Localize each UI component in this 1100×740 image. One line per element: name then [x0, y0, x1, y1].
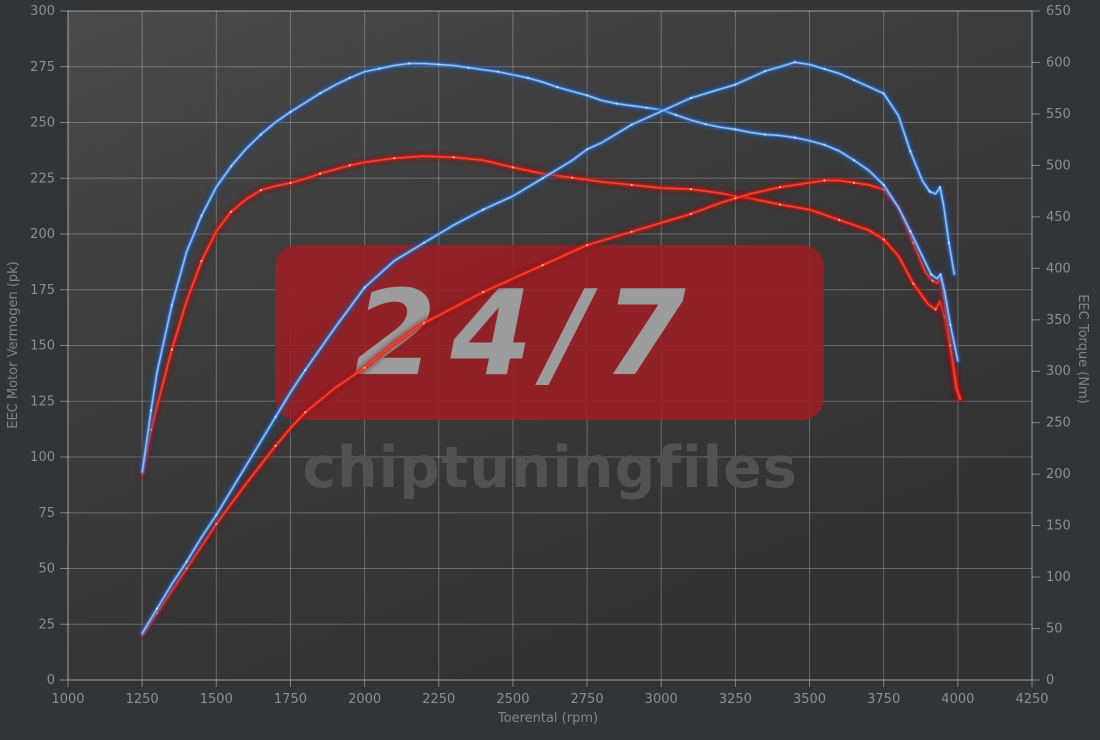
y-left-tick-label: 150	[30, 339, 55, 354]
x-tick-label: 3000	[645, 692, 678, 707]
y-left-tick-label: 225	[30, 171, 55, 186]
series-marker-dots	[150, 62, 952, 412]
y-left-tick-label: 300	[30, 4, 55, 19]
y-left-tick-label: 100	[30, 450, 55, 465]
series-power-original-red	[138, 177, 964, 639]
x-tick-label: 3500	[793, 692, 826, 707]
x-tick-label: 1500	[200, 692, 233, 707]
y-right-axis-title: EEC Torque (Nm)	[1075, 294, 1090, 404]
x-tick-label: 1000	[51, 692, 84, 707]
series-marker-dots	[155, 179, 952, 615]
plot-frame	[67, 10, 1033, 681]
y-left-tick-label: 125	[30, 394, 55, 409]
y-right-tick-label: 100	[1046, 570, 1071, 585]
y-left-tick-label: 50	[38, 562, 55, 577]
series-curves	[138, 58, 964, 639]
y-left-axis-title: EEC Motor Vermogen (pk)	[6, 261, 21, 429]
y-left-tick-label: 25	[38, 617, 55, 632]
watermark-badge	[275, 245, 824, 420]
y-right-tick-label: 600	[1046, 55, 1071, 70]
y-left-tick-label: 250	[30, 116, 55, 131]
y-right-tick-label: 350	[1046, 313, 1071, 328]
x-tick-label: 2750	[571, 692, 604, 707]
x-axis-title: Toerental (rpm)	[497, 711, 598, 726]
x-tick-label: 1250	[126, 692, 159, 707]
y-right-tick-label: 400	[1046, 261, 1071, 276]
series-power-tuned-blue	[138, 58, 958, 637]
y-right-tick-label: 50	[1046, 622, 1063, 637]
y-left-tick-label: 0	[47, 673, 55, 688]
series-marker-dots	[150, 156, 957, 431]
y-right-tick-label: 150	[1046, 519, 1071, 534]
y-right-tick-label: 650	[1046, 4, 1071, 19]
y-right-tick-label: 500	[1046, 158, 1071, 173]
y-left-tick-label: 175	[30, 283, 55, 298]
x-tick-label: 2500	[496, 692, 529, 707]
x-tick-label: 4000	[941, 692, 974, 707]
y-right-tick-label: 550	[1046, 107, 1071, 122]
y-left-tick-label: 275	[30, 60, 55, 75]
series-torque-original-red	[138, 152, 963, 479]
axis-tick-labels: 0255075100125150175200225250275300050100…	[30, 4, 1071, 707]
y-right-tick-label: 450	[1046, 210, 1071, 225]
x-tick-label: 1750	[274, 692, 307, 707]
series-torque-tuned-blue	[138, 60, 962, 476]
axis-ticks	[60, 10, 1040, 687]
y-right-tick-label: 300	[1046, 364, 1071, 379]
y-left-tick-label: 75	[38, 506, 55, 521]
watermark-brand-text: chiptuningfiles	[302, 435, 798, 501]
y-right-tick-label: 0	[1046, 673, 1054, 688]
series-marker-dots	[155, 61, 951, 610]
x-tick-label: 2250	[422, 692, 455, 707]
x-tick-label: 3250	[719, 692, 752, 707]
y-left-tick-label: 200	[30, 227, 55, 242]
y-right-tick-label: 250	[1046, 416, 1071, 431]
x-tick-label: 3750	[867, 692, 900, 707]
x-tick-label: 4250	[1015, 692, 1048, 707]
y-right-tick-label: 200	[1046, 467, 1071, 482]
x-tick-label: 2000	[348, 692, 381, 707]
